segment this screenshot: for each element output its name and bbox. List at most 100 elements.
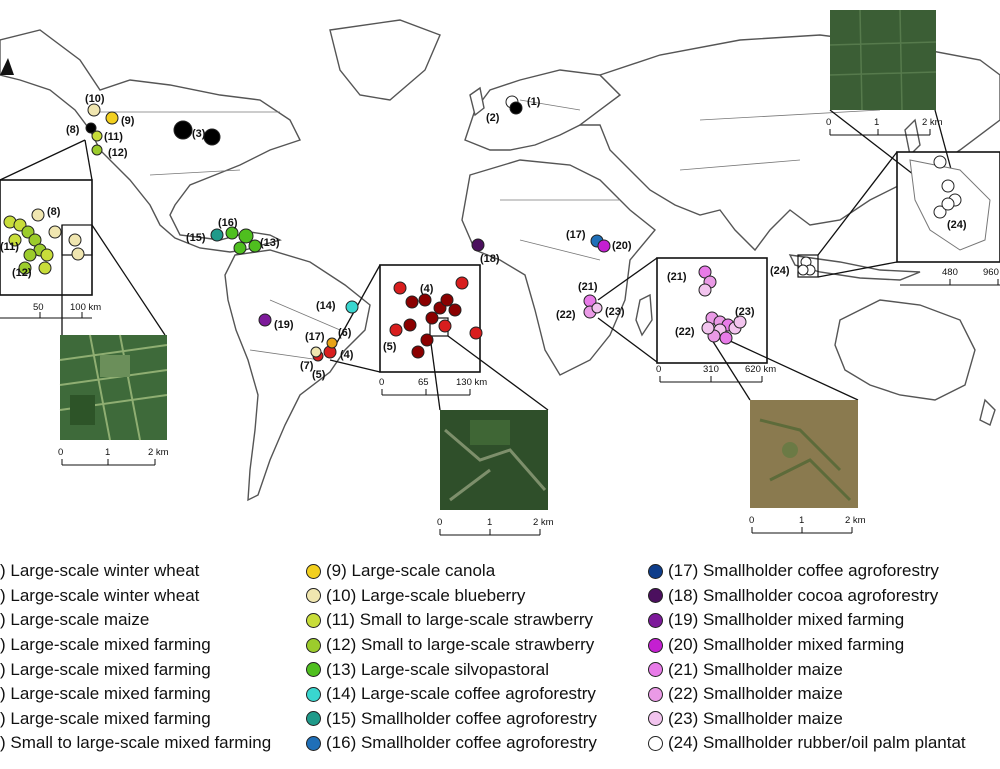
map-label-12: (12): [108, 147, 128, 159]
legend-item: (11) Small to large-scale strawberry: [306, 608, 597, 633]
na-scale-50: 50: [33, 302, 44, 313]
europe: [464, 69, 622, 151]
legend-item: (20) Smallholder mixed farming: [648, 633, 966, 658]
na-inset-site: [18, 261, 32, 275]
site-23: [591, 302, 603, 314]
sa-inset-site: [420, 333, 434, 347]
legend-item: ) Large-scale mixed farming: [0, 682, 271, 707]
asia-inset-label-24: (24): [947, 219, 967, 231]
legend-label: (22) Smallholder maize: [668, 684, 843, 704]
legend-swatch-icon: [306, 662, 321, 678]
sa-sat-scale-1: 1: [487, 517, 492, 528]
asia-inset-site: [933, 205, 947, 219]
map-label-7: (7): [300, 360, 314, 372]
na-sat-scale-0: 0: [58, 447, 63, 458]
madagascar: [635, 293, 653, 337]
legend-swatch-icon: [648, 612, 663, 628]
site-15: [210, 228, 224, 242]
sa-inset-site: [418, 293, 432, 307]
site-3: [173, 120, 193, 140]
asia-inset-sites: [800, 155, 962, 276]
north-arrow-icon: [0, 58, 14, 75]
legend-label: (16) Smallholder coffee agroforestry: [326, 733, 597, 753]
map-label-9: (9): [121, 115, 135, 127]
af-inset-label-23: (23): [735, 306, 755, 318]
map-label-17b: (17): [305, 331, 325, 343]
legend-swatch-icon: [306, 612, 321, 628]
legend-item: (9) Large-scale canola: [306, 559, 597, 584]
sa-scale-130: 130 km: [456, 377, 487, 388]
legend-item: ) Small to large-scale mixed farming: [0, 731, 271, 756]
af-inset-site: [698, 283, 712, 297]
legend-label: (24) Smallholder rubber/oil palm plantat: [668, 733, 966, 753]
map-label-4: (4): [340, 349, 354, 361]
legend-item: ) Large-scale winter wheat: [0, 584, 271, 609]
legend-item: (23) Smallholder maize: [648, 707, 966, 732]
south-america: [224, 249, 371, 502]
sa-inset-site: [448, 303, 462, 317]
legend-swatch-icon: [648, 735, 663, 751]
legend-item: (19) Smallholder mixed farming: [648, 608, 966, 633]
site-7: [310, 346, 322, 358]
af-sat-scale-1: 1: [799, 515, 804, 526]
sa-inset-site: [455, 276, 469, 290]
na-inset-sites: [3, 208, 85, 275]
sa-inset-site: [411, 345, 425, 359]
country-borders: [100, 99, 881, 361]
na-inset-site: [38, 261, 52, 275]
site-13: [238, 228, 254, 244]
legend-item: (24) Smallholder rubber/oil palm plantat: [648, 731, 966, 756]
legend-item: (15) Smallholder coffee agroforestry: [306, 707, 597, 732]
greenland: [329, 19, 441, 101]
sa-inset-site: [425, 311, 439, 325]
asia-inset-site: [933, 155, 947, 169]
legend-label: (11) Small to large-scale strawberry: [326, 610, 594, 630]
sa-inset-site: [403, 318, 417, 332]
legend-label: (23) Smallholder maize: [668, 708, 843, 728]
sa-inset-site: [405, 295, 419, 309]
sa-sat-scale-0: 0: [437, 517, 442, 528]
legend-item: ) Large-scale mixed farming: [0, 707, 271, 732]
na-inset-site: [48, 225, 62, 239]
legend-swatch-icon: [648, 711, 663, 727]
site-13c: [248, 239, 262, 253]
legend-item: ) Large-scale mixed farming: [0, 633, 271, 658]
asia-inset: (24) 480 960 0 1 2 km: [797, 9, 1000, 286]
af-inset-site: [701, 321, 715, 335]
na-inset-site: [8, 233, 22, 247]
legend-label: ) Large-scale winter wheat: [0, 585, 200, 605]
legend-label: (9) Large-scale canola: [326, 561, 496, 581]
sa-scale-65: 65: [418, 377, 429, 388]
af-scale-0: 0: [656, 364, 661, 375]
na-inset: (8) (11) (12) 50 100 km 0 1 2 km: [0, 139, 169, 466]
map-label-13: (13): [260, 237, 280, 249]
site-19: [258, 313, 272, 327]
legend-item: (16) Smallholder coffee agroforestry: [306, 731, 597, 756]
legend-swatch-icon: [306, 637, 321, 653]
map-label-3: (3): [192, 128, 206, 140]
main-map-sites: [85, 95, 809, 362]
legend-item: (14) Large-scale coffee agroforestry: [306, 682, 597, 707]
legend-item: (12) Small to large-scale strawberry: [306, 633, 597, 658]
map-label-14: (14): [316, 300, 336, 312]
na-scale-100: 100 km: [70, 302, 101, 313]
legend: ) Large-scale winter wheat) Large-scale …: [0, 555, 1000, 769]
af-inset-site: [733, 315, 747, 329]
map-label-1: (1): [527, 96, 541, 108]
britain: [469, 86, 485, 117]
site-14: [345, 300, 359, 314]
legend-label: ) Large-scale mixed farming: [0, 659, 211, 679]
legend-label: (17) Smallholder coffee agroforestry: [668, 561, 939, 581]
map-label-22: (22): [556, 309, 576, 321]
legend-item: (13) Large-scale silvopastoral: [306, 657, 597, 682]
site-6: [326, 337, 338, 349]
site-13b: [233, 241, 247, 255]
af-inset-label-21: (21): [667, 271, 687, 283]
legend-item: ) Large-scale winter wheat: [0, 559, 271, 584]
legend-column-3: (17) Smallholder coffee agroforestry (18)…: [648, 559, 966, 756]
map-label-5: (5): [312, 369, 326, 381]
sa-scale-0: 0: [379, 377, 384, 388]
map-label-16: (16): [218, 217, 238, 229]
site-11: [91, 130, 103, 142]
na-inset-site: [40, 248, 54, 262]
